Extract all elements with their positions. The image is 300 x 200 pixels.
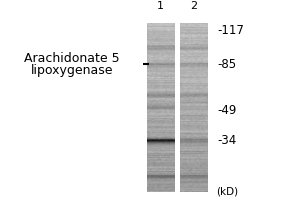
Text: lipoxygenase: lipoxygenase xyxy=(31,64,113,77)
Text: (kD): (kD) xyxy=(216,186,238,196)
Text: -85: -85 xyxy=(218,58,237,71)
Text: 2: 2 xyxy=(190,1,197,11)
Text: Arachidonate 5: Arachidonate 5 xyxy=(24,52,120,65)
Text: -49: -49 xyxy=(218,104,237,117)
Text: -34: -34 xyxy=(218,134,237,147)
Text: 1: 1 xyxy=(157,1,164,11)
Text: -117: -117 xyxy=(218,24,244,37)
